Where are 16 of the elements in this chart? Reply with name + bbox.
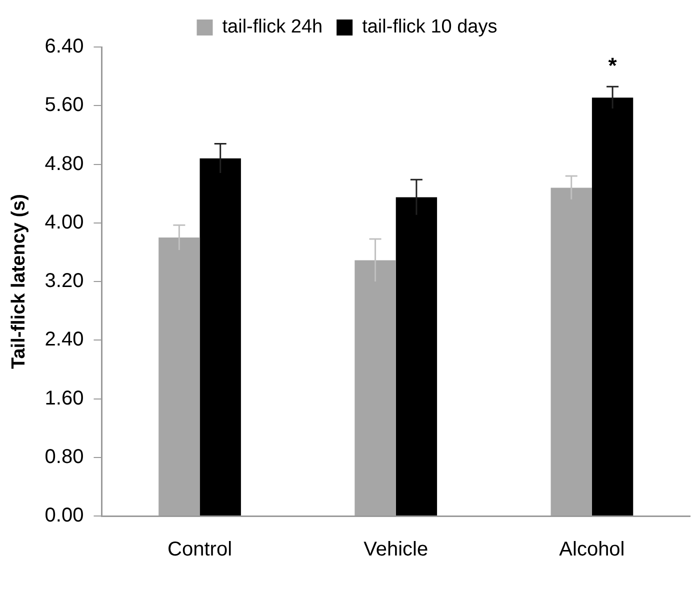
- y-tick-label: 1.60: [44, 387, 84, 410]
- legend-label: tail-flick 24h: [222, 16, 323, 38]
- x-tick-label: Control: [168, 538, 232, 561]
- y-tick-label: 6.40: [44, 36, 84, 58]
- y-axis-title: Tail-flick latency (s): [8, 194, 30, 369]
- legend-label: tail-flick 10 days: [362, 16, 498, 38]
- y-tick-label: 0.00: [44, 504, 84, 527]
- y-tick-label: 4.00: [44, 211, 84, 234]
- y-tick-label: 5.60: [44, 94, 84, 116]
- annotation: *: [608, 53, 618, 78]
- y-tick-label: 4.80: [44, 152, 84, 175]
- x-tick-label: Alcohol: [559, 538, 625, 561]
- y-tick-label: 0.80: [44, 446, 84, 468]
- x-tick-label: Vehicle: [364, 538, 428, 561]
- y-tick-label: 2.40: [44, 328, 84, 351]
- y-tick-label: 3.20: [44, 270, 84, 292]
